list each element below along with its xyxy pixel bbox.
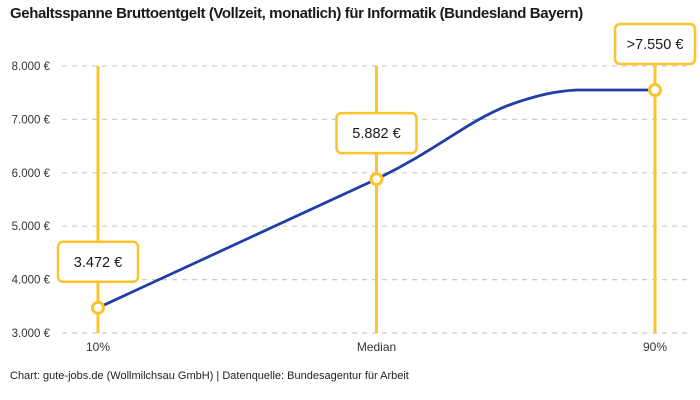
y-tick-label: 5.000 € [12, 221, 51, 233]
y-tick-label: 4.000 € [12, 275, 51, 287]
x-tick-label: 10% [86, 340, 110, 354]
data-point-marker-90% [648, 83, 662, 98]
value-label: 5.882 € [352, 126, 400, 142]
data-point-marker-Median [369, 172, 384, 187]
value-label: 3.472 € [74, 255, 122, 271]
salary-curve [96, 88, 657, 310]
value-label-box [613, 22, 697, 66]
value-label: >7.550 € [627, 37, 684, 53]
value-label-box [335, 111, 418, 155]
x-tick-label: Median [357, 340, 396, 354]
y-tick-label: 7.000 € [12, 114, 51, 126]
y-tick-label: 6.000 € [12, 168, 51, 180]
x-tick-label: 90% [643, 340, 667, 354]
y-tick-label: 8.000 € [12, 61, 51, 73]
chart-title: Gehaltsspanne Bruttoentgelt (Vollzeit, m… [10, 5, 583, 22]
chart-source-caption: Chart: gute-jobs.de (Wollmilchsau GmbH) … [10, 370, 409, 382]
y-tick-label: 3.000 € [12, 328, 51, 340]
value-label-box [56, 240, 140, 284]
data-point-marker-10% [91, 300, 105, 315]
